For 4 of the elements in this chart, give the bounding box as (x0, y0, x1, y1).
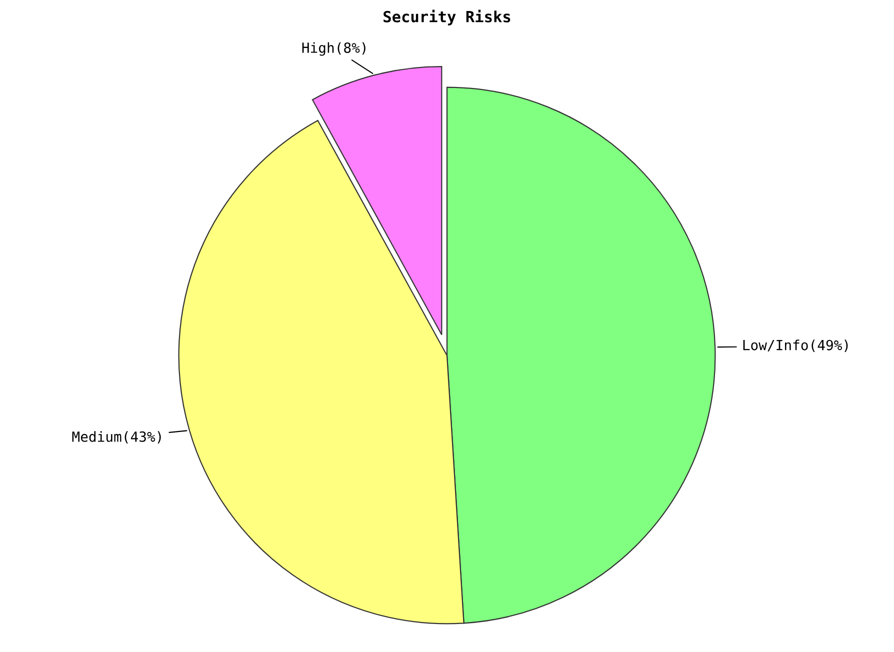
slice-label: Low/Info(49%) (743, 340, 848, 352)
slice-label: Medium(43%) (72, 431, 161, 444)
chart-title: Security Risks (384, 10, 510, 26)
slice-label: High(8%) (302, 42, 366, 56)
